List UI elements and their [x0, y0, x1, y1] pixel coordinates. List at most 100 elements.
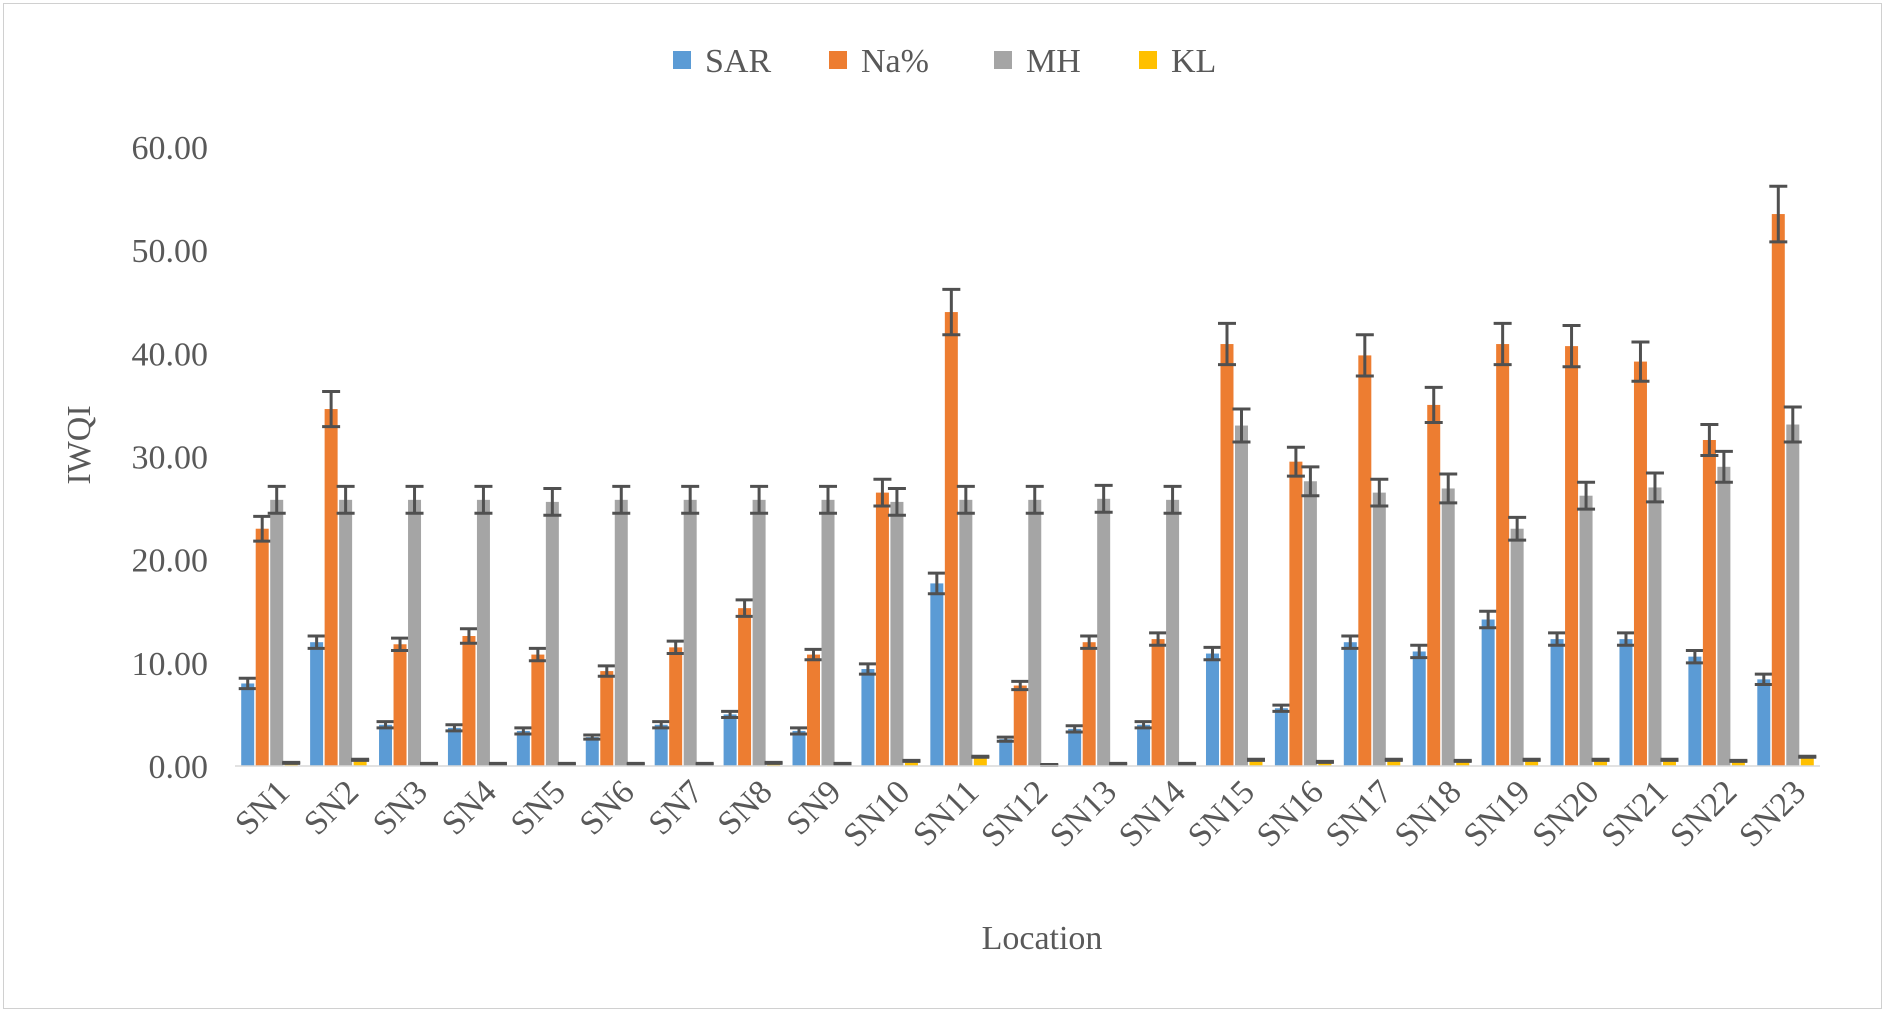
error-bar-mh-sn17	[1370, 477, 1389, 508]
bar-mh-sn10	[890, 501, 904, 766]
bar-kl-sn23	[1800, 756, 1814, 766]
x-tick-label: SN19	[1457, 773, 1538, 854]
bar-napct-sn10	[875, 492, 889, 766]
bar-napct-sn23	[1771, 214, 1785, 766]
error-bar-mh-sn4	[474, 484, 493, 515]
bar-napct-sn21	[1633, 361, 1647, 766]
error-bar-sar-sn18	[1410, 643, 1429, 660]
x-tick-label: SN1	[228, 773, 297, 842]
error-bar-sar-sn11	[927, 571, 946, 596]
error-bar-napct-sn1	[253, 514, 272, 543]
bar-mh-sn3	[408, 499, 422, 766]
bar-kl-sn18	[1456, 760, 1470, 766]
bar-kl-sn16	[1318, 761, 1332, 766]
legend-label-0: SAR	[705, 43, 771, 80]
bar-sar-sn19	[1481, 619, 1495, 766]
bar-mh-sn17	[1372, 492, 1386, 766]
x-tick-label: SN21	[1594, 773, 1675, 854]
x-tick-label: SN7	[642, 773, 711, 842]
bar-sar-sn17	[1343, 642, 1357, 766]
legend-swatch-3	[1139, 51, 1157, 69]
error-bar-sar-sn8	[721, 709, 740, 720]
x-tick-label: SN13	[1043, 773, 1124, 854]
error-bar-mh-sn18	[1439, 472, 1458, 505]
y-tick-label: 30.00	[132, 440, 209, 477]
x-tick-label: SN17	[1319, 773, 1400, 854]
error-bar-kl-sn19	[1522, 757, 1541, 762]
error-bar-kl-sn23	[1798, 754, 1817, 759]
x-tick-label: SN22	[1663, 773, 1744, 854]
error-bar-kl-sn8	[764, 760, 783, 765]
error-bar-sar-sn3	[376, 720, 395, 730]
error-bar-sar-sn1	[238, 676, 257, 691]
bar-kl-sn2	[353, 759, 367, 766]
x-axis-title: Location	[982, 920, 1103, 957]
bar-kl-sn21	[1662, 759, 1676, 766]
bar-napct-sn16	[1289, 461, 1303, 766]
error-bar-mh-sn8	[750, 484, 769, 515]
y-tick-label: 0.00	[149, 749, 209, 786]
y-tick-label: 60.00	[132, 130, 209, 167]
error-bar-mh-sn19	[1508, 515, 1527, 542]
error-bar-sar-sn12	[996, 735, 1015, 743]
bar-sar-sn7	[654, 724, 668, 766]
bar-sar-sn20	[1550, 639, 1564, 766]
bar-mh-sn4	[476, 499, 490, 766]
error-bar-kl-sn17	[1384, 757, 1403, 762]
error-bar-kl-sn20	[1591, 757, 1610, 762]
legend-swatch-0	[673, 51, 691, 69]
x-tick-label: SN16	[1250, 773, 1331, 854]
error-bar-mh-sn7	[681, 484, 700, 515]
x-tick-label: SN6	[573, 773, 642, 842]
x-tick-label: SN20	[1526, 773, 1607, 854]
bar-mh-sn16	[1303, 481, 1317, 766]
error-bar-kl-sn14	[1178, 761, 1197, 766]
bar-sar-sn12	[999, 739, 1013, 766]
x-tick-label: SN5	[504, 773, 573, 842]
y-axis-title: IWQI	[61, 405, 98, 484]
error-bar-sar-sn14	[1134, 720, 1153, 730]
error-bar-mh-sn11	[956, 484, 975, 515]
error-bar-sar-sn22	[1685, 648, 1704, 665]
error-bar-kl-sn9	[833, 761, 852, 766]
bar-mh-sn20	[1579, 495, 1593, 766]
bar-kl-sn15	[1249, 759, 1263, 766]
error-bar-mh-sn6	[612, 484, 631, 515]
bar-kl-sn19	[1525, 759, 1539, 766]
error-bar-sar-sn21	[1616, 631, 1635, 647]
error-bar-napct-sn11	[942, 287, 961, 337]
bar-sar-sn22	[1688, 656, 1702, 766]
bar-sar-sn4	[447, 727, 461, 766]
error-bar-kl-sn1	[282, 760, 301, 765]
bar-mh-sn8	[752, 499, 766, 766]
y-tick-label: 40.00	[132, 336, 209, 373]
y-tick-label: 10.00	[132, 646, 209, 683]
x-axis: SN1 SN2 SN3 SN4 SN5 SN6 SN7 SN8 SN9SN10SN11SN12S…	[228, 765, 1820, 854]
y-tick-label: 20.00	[132, 543, 209, 580]
bar-sar-sn3	[379, 724, 393, 766]
error-bar-kl-sn10	[902, 758, 921, 763]
y-tick-label: 50.00	[132, 233, 209, 270]
bar-mh-sn14	[1166, 499, 1180, 766]
bar-sar-sn8	[723, 714, 737, 766]
error-bar-sar-sn2	[307, 634, 326, 650]
x-tick-label: SN10	[836, 773, 917, 854]
error-bar-napct-sn6	[597, 664, 616, 678]
error-bar-sar-sn10	[858, 662, 877, 676]
error-bar-napct-sn2	[322, 390, 341, 429]
bar-napct-sn4	[462, 636, 476, 766]
error-bar-kl-sn15	[1246, 757, 1265, 762]
error-bar-mh-sn16	[1301, 465, 1320, 498]
error-bar-kl-sn5	[557, 761, 576, 766]
bar-mh-sn6	[614, 499, 628, 766]
error-bar-mh-sn22	[1714, 449, 1733, 484]
bar-napct-sn5	[531, 654, 545, 766]
legend-label-3: KL	[1171, 43, 1216, 80]
error-bar-mh-sn5	[543, 486, 562, 517]
x-tick-label: SN12	[974, 773, 1055, 854]
x-tick-label: SN8	[711, 773, 780, 842]
bar-napct-sn12	[1013, 685, 1027, 766]
error-bar-mh-sn13	[1094, 483, 1113, 514]
error-bar-napct-sn14	[1149, 631, 1168, 647]
error-bar-mh-sn14	[1163, 484, 1182, 515]
